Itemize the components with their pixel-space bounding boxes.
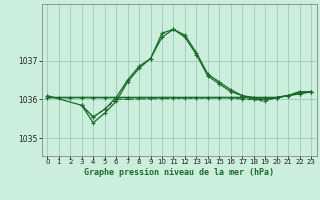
X-axis label: Graphe pression niveau de la mer (hPa): Graphe pression niveau de la mer (hPa) <box>84 168 274 177</box>
